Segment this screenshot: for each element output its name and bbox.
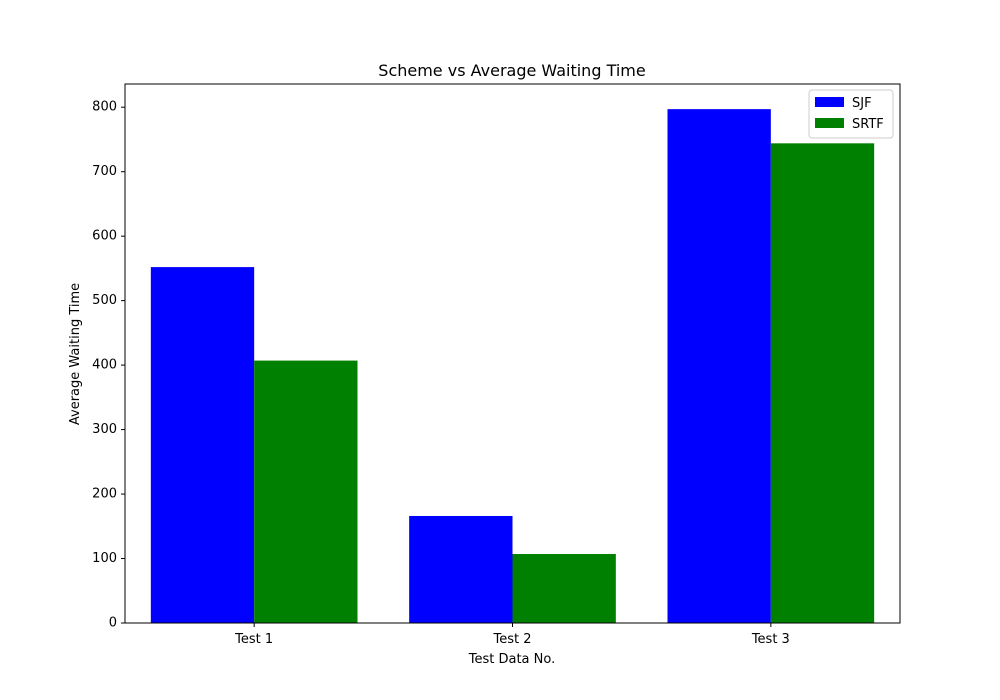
- y-axis: 0 100 200 300 400 500 600 700 800: [92, 100, 125, 631]
- chart-title: Scheme vs Average Waiting Time: [378, 61, 645, 80]
- bars-group: [150, 109, 875, 624]
- y-tick-label-400: 400: [92, 358, 117, 373]
- legend-label-sjf: SJF: [852, 96, 872, 111]
- x-tick-label-3: Test 3: [751, 632, 790, 647]
- x-axis-label: Test Data No.: [468, 652, 556, 667]
- y-tick-label-300: 300: [92, 422, 117, 437]
- x-tick-label-2: Test 2: [492, 632, 531, 647]
- y-tick-label-100: 100: [92, 551, 117, 566]
- bar-srtf-2: [512, 554, 616, 623]
- bar-sjf-2: [409, 515, 513, 623]
- legend-swatch-srtf: [815, 118, 844, 128]
- y-tick-label-200: 200: [92, 487, 117, 502]
- y-tick-label-800: 800: [92, 100, 117, 115]
- y-tick-label-0: 0: [109, 616, 117, 631]
- x-tick-label-1: Test 1: [234, 632, 273, 647]
- legend-swatch-sjf: [815, 97, 844, 107]
- y-tick-label-700: 700: [92, 164, 117, 179]
- bar-sjf-3: [667, 109, 771, 624]
- legend-label-srtf: SRTF: [852, 117, 884, 132]
- y-axis-label: Average Waiting Time: [68, 283, 83, 425]
- legend: SJF SRTF: [808, 89, 894, 139]
- bar-sjf-1: [150, 267, 255, 623]
- x-axis: Test 1 Test 2 Test 3: [234, 623, 790, 647]
- y-tick-label-600: 600: [92, 229, 117, 244]
- y-tick-label-500: 500: [92, 293, 117, 308]
- bar-srtf-1: [254, 360, 358, 623]
- bar-srtf-3: [770, 143, 875, 623]
